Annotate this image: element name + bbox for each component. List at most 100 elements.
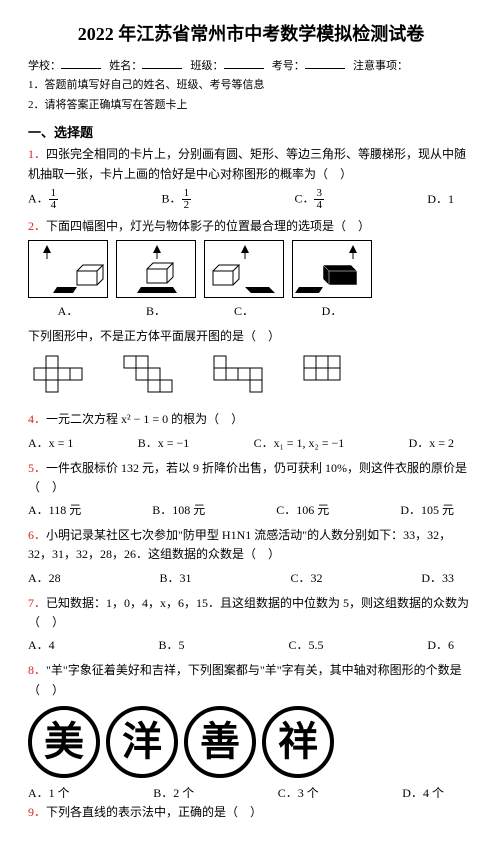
char-circle: 祥	[262, 706, 334, 778]
notice-label: 注意事项：	[353, 60, 408, 72]
section-heading: 一、选择题	[28, 123, 474, 144]
frac-num: 1	[182, 188, 192, 200]
q4-options: A．x = 1 B．x = −1 C．x₁ = 1, x₂ = −1 D．x =…	[28, 434, 474, 453]
q2-number: 2．	[28, 219, 46, 233]
cube-net-icon	[28, 350, 100, 404]
examno-label: 考号：	[272, 60, 305, 72]
q6-opt-c: C．32	[290, 569, 322, 588]
fraction-icon: 34	[314, 188, 324, 211]
meta-line-fields: 学校： 姓名： 班级： 考号： 注意事项：	[28, 57, 474, 76]
instruction-1: 1．答题前填写好自己的姓名、班级、考号等信息	[28, 77, 474, 95]
fraction-icon: 14	[49, 188, 59, 211]
frac-num: 3	[314, 188, 324, 200]
q8-number: 8．	[28, 663, 46, 677]
question-3: 下列图形中，不是正方体平面展开图的是（ ）	[28, 327, 474, 346]
char-circle: 美	[28, 706, 100, 778]
q2-opt-c: C．	[204, 302, 284, 321]
q5-opt-b: B．108 元	[152, 501, 205, 520]
q1-b-label: B．	[162, 191, 182, 205]
question-4: 4．一元二次方程 x² − 1 = 0 的根为（ ）	[28, 410, 474, 429]
q1-opt-a: A．14	[28, 188, 58, 211]
q1-opt-c: C．34	[294, 188, 324, 211]
question-6: 6．小明记录某社区七次参加"防甲型 H1N1 流感活动"的人数分别如下：33，3…	[28, 526, 474, 564]
q2-text: 下面四幅图中，灯光与物体影子的位置最合理的选项是（ ）	[46, 219, 370, 233]
lamp-box-icon	[29, 241, 107, 297]
q1-text: 四张完全相同的卡片上，分别画有圆、矩形、等边三角形、等腰梯形，现从中随机抽取一张…	[28, 147, 466, 180]
q1-opt-d: D．1	[427, 190, 454, 209]
q8-text: "羊"字象征着美好和吉祥，下列图案都与"羊"字有关，其中轴对称图形的个数是（ ）	[28, 663, 462, 696]
q2-fig-a	[28, 240, 108, 298]
q6-options: A．28 B．31 C．32 D．33	[28, 569, 474, 588]
q1-a-label: A．	[28, 191, 49, 205]
q5-opt-d: D．105 元	[400, 501, 454, 520]
q9-text: 下列各直线的表示法中，正确的是（ ）	[46, 805, 262, 819]
q4-number: 4．	[28, 412, 46, 426]
q7-opt-b: B．5	[159, 636, 185, 655]
question-5: 5．一件衣服标价 132 元，若以 9 折降价出售，仍可获利 10%，则这件衣服…	[28, 459, 474, 497]
school-blank	[61, 57, 101, 69]
q4-opt-a: A．x = 1	[28, 434, 73, 453]
q2-fig-b	[116, 240, 196, 298]
q6-text: 小明记录某社区七次参加"防甲型 H1N1 流感活动"的人数分别如下：33，32，…	[28, 528, 451, 561]
frac-den: 2	[182, 200, 192, 211]
q6-opt-d: D．33	[421, 569, 454, 588]
question-9: 9．下列各直线的表示法中，正确的是（ ）	[28, 803, 474, 822]
school-label: 学校：	[28, 60, 61, 72]
lamp-box-icon	[293, 241, 371, 297]
q2-fig-c	[204, 240, 284, 298]
q9-number: 9．	[28, 805, 46, 819]
examno-blank	[305, 57, 345, 69]
q2-opt-d: D．	[292, 302, 372, 321]
question-1: 1．四张完全相同的卡片上，分别画有圆、矩形、等边三角形、等腰梯形，现从中随机抽取…	[28, 145, 474, 183]
char-circle: 善	[184, 706, 256, 778]
q5-number: 5．	[28, 461, 46, 475]
q8-opt-b: B．2 个	[153, 784, 194, 803]
class-blank	[224, 57, 264, 69]
lamp-box-icon	[117, 241, 195, 297]
q4-opt-d: D．x = 2	[409, 434, 454, 453]
q4-opt-c: C．x₁ = 1, x₂ = −1	[254, 434, 345, 453]
q1-number: 1．	[28, 147, 46, 161]
class-label: 班级：	[191, 60, 224, 72]
q5-opt-a: A．118 元	[28, 501, 81, 520]
q6-opt-b: B．31	[160, 569, 192, 588]
q2-figures	[28, 240, 474, 298]
q2-opt-b: B．	[116, 302, 196, 321]
exam-title: 2022 年江苏省常州市中考数学模拟检测试卷	[28, 20, 474, 49]
q6-number: 6．	[28, 528, 46, 542]
lamp-box-icon	[205, 241, 283, 297]
q5-text: 一件衣服标价 132 元，若以 9 折降价出售，仍可获利 10%，则这件衣服的原…	[28, 461, 467, 494]
q1-opt-b: B．12	[162, 188, 192, 211]
q7-opt-c: C．5.5	[288, 636, 323, 655]
cube-net-icon	[298, 350, 370, 404]
q4-opt-b: B．x = −1	[138, 434, 190, 453]
q2-opt-a: A．	[28, 302, 108, 321]
question-8: 8．"羊"字象征着美好和吉祥，下列图案都与"羊"字有关，其中轴对称图形的个数是（…	[28, 661, 474, 699]
q4-text: 一元二次方程 x² − 1 = 0 的根为（ ）	[46, 412, 243, 426]
q7-text: 已知数据：1，0，4，x，6，15．且这组数据的中位数为 5，则这组数据的众数为…	[28, 596, 469, 629]
frac-den: 4	[49, 200, 59, 211]
fraction-icon: 12	[182, 188, 192, 211]
char-circle: 洋	[106, 706, 178, 778]
q1-c-label: C．	[294, 191, 314, 205]
q2-option-labels: A． B． C． D．	[28, 302, 474, 321]
q7-options: A．4 B．5 C．5.5 D．6	[28, 636, 474, 655]
q3-text: 下列图形中，不是正方体平面展开图的是（ ）	[28, 329, 280, 343]
question-2: 2．下面四幅图中，灯光与物体影子的位置最合理的选项是（ ）	[28, 217, 474, 236]
q3-nets	[28, 350, 474, 404]
cube-net-icon	[118, 350, 190, 404]
q6-opt-a: A．28	[28, 569, 61, 588]
q1-options: A．14 B．12 C．34 D．1	[28, 188, 474, 211]
frac-num: 1	[49, 188, 59, 200]
q8-char-row: 美 洋 善 祥	[28, 706, 474, 778]
q5-options: A．118 元 B．108 元 C．106 元 D．105 元	[28, 501, 474, 520]
q5-opt-c: C．106 元	[276, 501, 329, 520]
name-label: 姓名：	[109, 60, 142, 72]
q8-opt-d: D．4 个	[402, 784, 444, 803]
question-7: 7．已知数据：1，0，4，x，6，15．且这组数据的中位数为 5，则这组数据的众…	[28, 594, 474, 632]
q8-opt-c: C．3 个	[278, 784, 319, 803]
q8-opt-a: A．1 个	[28, 784, 70, 803]
instruction-2: 2．请将答案正确填写在答题卡上	[28, 97, 474, 115]
q7-opt-a: A．4	[28, 636, 55, 655]
q7-opt-d: D．6	[427, 636, 454, 655]
